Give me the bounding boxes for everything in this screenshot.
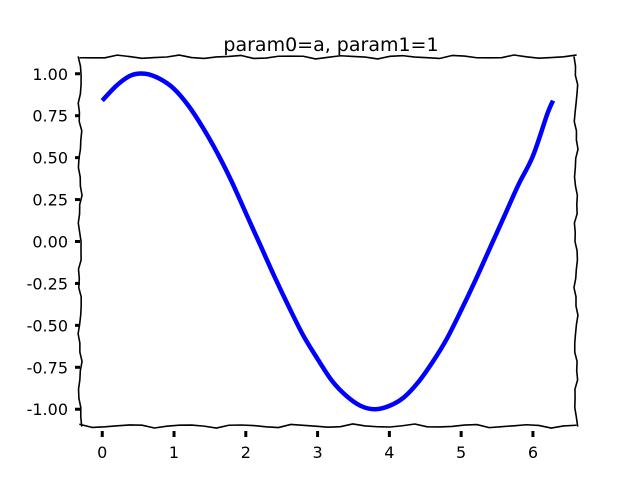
y-tick-label: 0.25 — [32, 191, 68, 210]
frame-right — [573, 56, 579, 427]
y-tick-label: -1.00 — [27, 400, 68, 419]
y-tick-label: 0.00 — [32, 233, 68, 252]
y-tick-label: -0.75 — [27, 358, 68, 377]
x-tick-label: 1 — [169, 443, 179, 462]
x-tick-label: 6 — [528, 443, 538, 462]
y-tick-label: 0.75 — [32, 107, 68, 126]
x-tick-label: 2 — [241, 443, 251, 462]
x-tick-label: 5 — [456, 443, 466, 462]
frame-top — [79, 54, 577, 60]
frame-bottom — [79, 423, 577, 429]
x-tick-label: 3 — [312, 443, 322, 462]
y-tick-label: -0.50 — [27, 316, 68, 335]
y-tick-label: 1.00 — [32, 65, 68, 84]
series-line-0 — [100, 71, 556, 412]
y-tick-label: -0.25 — [27, 274, 68, 293]
y-tick-label: 0.50 — [32, 149, 68, 168]
frame-left — [77, 56, 83, 427]
chart-title: param0=a, param1=1 — [223, 34, 438, 56]
x-tick-label: 4 — [384, 443, 394, 462]
x-tick-label: 0 — [97, 443, 107, 462]
